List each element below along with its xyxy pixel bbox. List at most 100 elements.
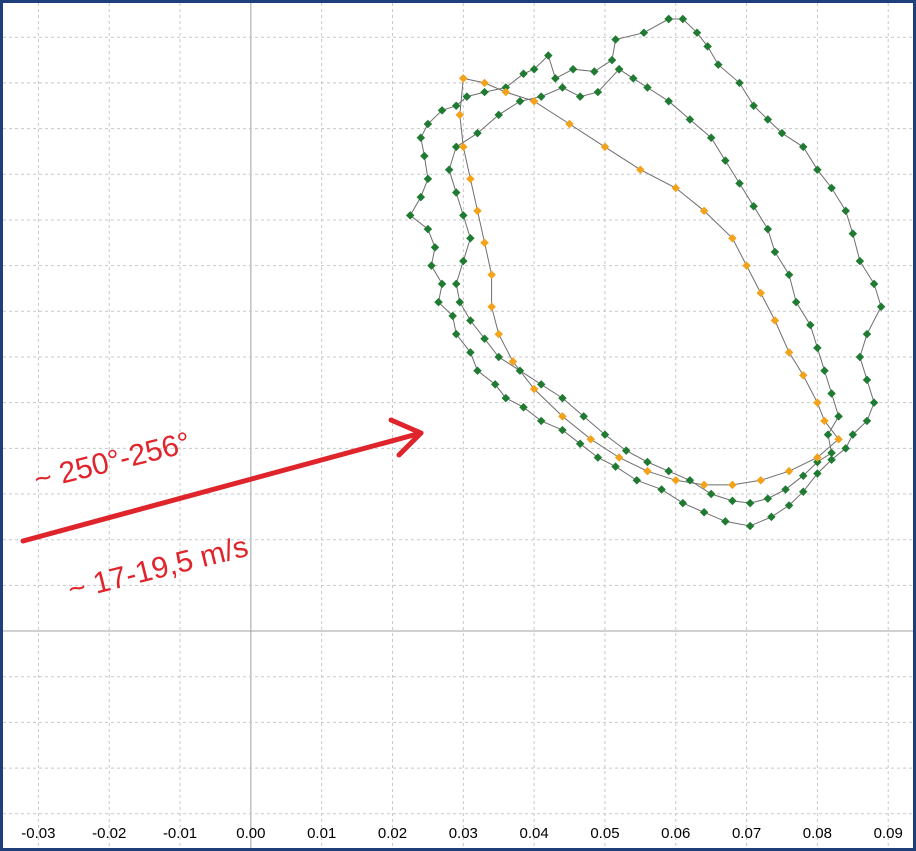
data-point: [451, 188, 461, 197]
data-point: [607, 55, 617, 65]
data-point: [568, 64, 578, 74]
data-point: [798, 142, 808, 152]
data-point: [834, 434, 843, 444]
x-tick-label: 0.09: [874, 825, 903, 842]
data-point: [579, 412, 588, 421]
data-point: [480, 238, 489, 248]
data-point: [820, 366, 829, 375]
data-point: [806, 320, 815, 330]
data-point: [745, 498, 755, 508]
data-point: [494, 352, 503, 362]
data-point: [728, 496, 737, 506]
data-point: [813, 453, 822, 462]
data-point: [862, 416, 872, 426]
data-point: [480, 78, 489, 88]
data-point: [466, 348, 475, 357]
data-point: [558, 83, 567, 92]
data-point: [558, 412, 567, 421]
data-point: [459, 211, 468, 220]
data-point: [515, 96, 525, 106]
data-point: [416, 192, 426, 202]
data-point: [784, 348, 794, 357]
data-point: [487, 270, 496, 280]
data-point: [466, 174, 475, 184]
x-tick-label: -0.01: [163, 825, 197, 842]
wind-arrow-shaft: [20, 430, 424, 544]
x-tick-label: 0.08: [803, 825, 832, 842]
data-point: [451, 101, 461, 111]
data-point: [558, 425, 567, 435]
data-point: [657, 485, 666, 494]
data-point: [508, 357, 518, 366]
data-point: [784, 270, 794, 280]
data-point: [813, 469, 822, 478]
data-point: [459, 74, 468, 83]
data-point: [519, 69, 528, 79]
data-point: [451, 329, 461, 339]
data-point: [735, 179, 744, 188]
data-point: [501, 87, 511, 97]
data-point: [869, 279, 879, 289]
data-point: [781, 485, 790, 494]
data-point: [784, 466, 794, 476]
data-point: [494, 329, 503, 339]
data-point: [643, 457, 652, 467]
data-point: [664, 466, 673, 476]
x-tick-label: 0.06: [661, 825, 690, 842]
data-point: [855, 352, 865, 362]
data-point: [742, 261, 751, 270]
data-point: [611, 35, 620, 44]
data-point: [823, 430, 833, 439]
data-point: [611, 462, 620, 471]
data-point: [430, 243, 440, 252]
data-point: [728, 480, 737, 490]
data-point: [834, 412, 843, 421]
data-point: [593, 453, 603, 462]
data-point: [405, 211, 415, 220]
data-point: [466, 316, 475, 325]
data-point: [703, 42, 712, 51]
data-point: [455, 110, 465, 120]
data-point: [763, 494, 773, 503]
data-point: [455, 297, 465, 307]
data-point: [745, 521, 755, 531]
data-point: [614, 453, 624, 462]
data-point: [565, 119, 574, 129]
data-point: [756, 288, 765, 298]
data-point: [536, 416, 546, 426]
data-point: [551, 74, 560, 83]
data-point: [423, 174, 433, 184]
data-point: [473, 366, 482, 375]
data-point: [501, 83, 511, 92]
data-point: [784, 501, 794, 510]
series-connector-line: [459, 77, 840, 486]
x-tick-label: 0.00: [236, 825, 265, 842]
data-point: [558, 393, 567, 403]
x-tick-label: 0.03: [449, 825, 478, 842]
data-point: [770, 316, 780, 325]
data-point: [798, 371, 808, 380]
data-point: [763, 224, 773, 234]
data-point: [869, 398, 879, 407]
data-point: [848, 229, 858, 238]
series-layer: [405, 14, 886, 531]
data-point: [480, 87, 489, 97]
data-point: [827, 183, 836, 193]
x-tick-label: -0.02: [92, 825, 126, 842]
data-point: [699, 480, 709, 490]
data-point: [721, 517, 730, 526]
data-point: [827, 389, 836, 398]
data-point: [473, 206, 482, 216]
data-point: [462, 92, 472, 101]
data-point: [459, 256, 468, 266]
data-point: [699, 508, 709, 517]
data-point: [876, 302, 886, 311]
data-point: [841, 206, 850, 216]
data-point: [437, 106, 447, 115]
x-tick-label: -0.03: [21, 825, 55, 842]
data-point: [480, 334, 489, 343]
data-point: [862, 375, 872, 385]
data-point: [466, 233, 475, 243]
data-point: [451, 142, 461, 152]
data-point: [575, 92, 585, 101]
